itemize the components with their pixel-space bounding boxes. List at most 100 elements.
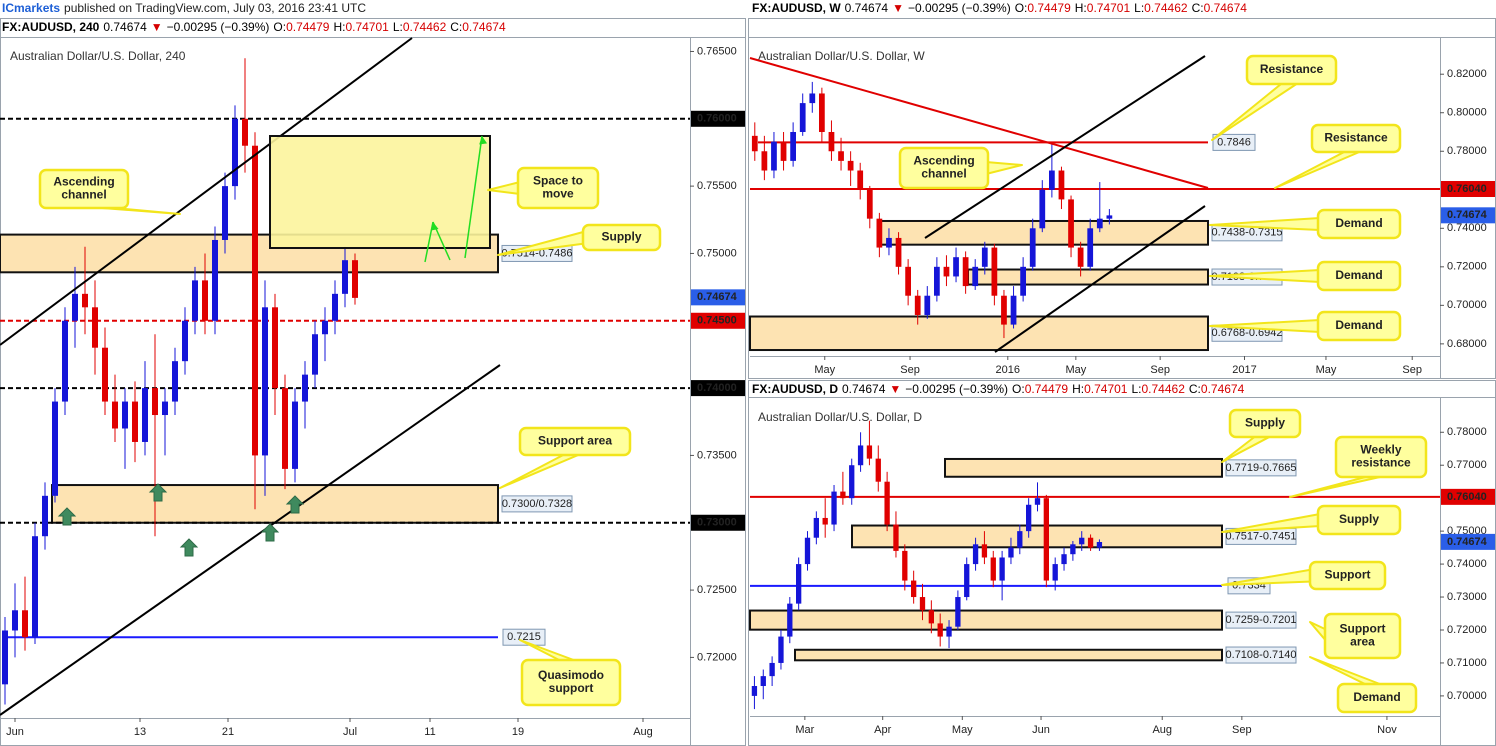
candle-body [796,564,802,604]
x-tick-label: 21 [222,726,234,738]
y-tick-label: 0.68000 [1447,338,1487,350]
y-tick-label: 0.74000 [1447,558,1487,570]
callout-text: Ascending channel [53,175,114,202]
header-part: 0.74462 [1142,382,1186,396]
callout-box [1316,260,1402,292]
header-part: FX:AUDUSD, 240 [2,20,100,34]
candle-body [1017,531,1023,548]
candle-body [1008,547,1014,558]
level-axis-box [691,514,745,531]
y-tick-label: 0.76500 [697,45,737,57]
up-marker [260,523,280,542]
candle-body [262,307,268,456]
callout-line: Demand [1335,216,1382,230]
candle-body [866,445,873,459]
candle-body [332,293,338,321]
candle-body [1087,537,1094,548]
candle-body [342,260,348,294]
chart-pane: FX:AUDUSD, 240 0.74674 ▼ −0.00295 (−0.39%) O… [0,18,746,746]
x-tick-label: Jun [6,726,24,738]
y-tick-label: 0.78000 [1447,145,1487,157]
callout-line: Demand [1335,318,1382,332]
candle-body [813,517,819,538]
callout-text: Space to move [533,174,583,201]
callout-box [1323,612,1402,660]
candle-body [895,237,902,267]
callout-box [1308,560,1387,591]
x-tick-label: May [814,364,835,376]
callout-text: Ascending channel [913,154,974,181]
candle-body [1043,498,1049,581]
y-tick-label: 0.72000 [1447,261,1487,273]
callout-line: Support [1340,622,1386,636]
candle-body [771,141,777,171]
callout-line: Space to [533,174,583,188]
header-part: L: [393,20,403,34]
drawing-line [924,55,1206,239]
callout-text: Supply [601,230,641,244]
callout-box [38,168,130,210]
callout-text: Quasimodo support [538,668,604,695]
callout-line: Ascending [53,175,114,189]
candle-body [953,257,959,277]
x-tick-label: May [1065,364,1086,376]
header-part: 0.74674 [845,1,889,15]
candle-body [352,260,358,298]
candle-body [1068,199,1074,248]
y-tick-label: 0.73500 [697,449,737,461]
callout-text: Support area [538,434,612,448]
header-part: FX:AUDUSD, W [752,1,841,15]
callout-text: Demand [1335,216,1382,230]
x-tick-label: May [1316,364,1337,376]
candle-body [847,160,854,171]
x-tick-label: 19 [512,726,524,738]
candle-body [182,320,188,362]
callout-line: channel [921,167,966,181]
symbol-header: FX:AUDUSD, D 0.74674 ▼ −0.00295 (−0.39%) O:0… [752,382,1245,396]
candle-body [981,247,988,267]
candle-body [769,662,775,677]
candle-body [42,495,48,537]
chart-title: Australian Dollar/U.S. Dollar, 240 [10,49,186,63]
level-axis-label: 0.76000 [697,113,737,125]
level-axis-box [1441,207,1495,224]
candle-body [1058,170,1065,200]
up-marker [179,538,199,557]
candle-body [202,280,208,321]
callout-text: Demand [1353,690,1400,704]
candle-body [822,517,828,525]
level-axis-label: 0.74674 [1447,536,1488,548]
header-part: 0.74674 [1201,382,1245,396]
y-tick-label: 0.74000 [1447,222,1487,234]
header-part: 0.74701 [1084,382,1128,396]
callout-line: Demand [1335,268,1382,282]
y-tick-label: 0.82000 [1447,68,1487,80]
zone-label: 0.7517-0.7451 [1226,530,1297,542]
candle-body [981,544,988,558]
x-tick-label: 13 [134,726,146,738]
callout-line: Weekly [1360,443,1401,457]
callout-line: Supply [1245,416,1285,430]
y-tick-label: 0.70000 [1447,299,1487,311]
candle-body [192,280,198,321]
callout-text: Support area [1340,622,1386,649]
callout-box [1316,504,1402,536]
candle-body [990,557,996,581]
level-axis-box [691,380,745,397]
callout-line: Ascending [913,154,974,168]
header-part: −0.00295 (−0.39%) [167,20,270,34]
chart-title: Australian Dollar/U.S. Dollar, W [758,49,925,63]
level-axis-box [691,110,745,127]
callout-box [520,658,622,707]
candle-body [819,93,825,132]
drawing-line [749,57,1209,189]
header-part: O: [273,20,286,34]
header-part: ▼ [889,382,901,396]
candle-body [1020,266,1026,296]
header-part: 0.74674 [1204,1,1248,15]
zone [749,315,1209,352]
candle-body [760,676,766,687]
header-part: 0.74701 [345,20,389,34]
zone-label-box [501,495,573,513]
